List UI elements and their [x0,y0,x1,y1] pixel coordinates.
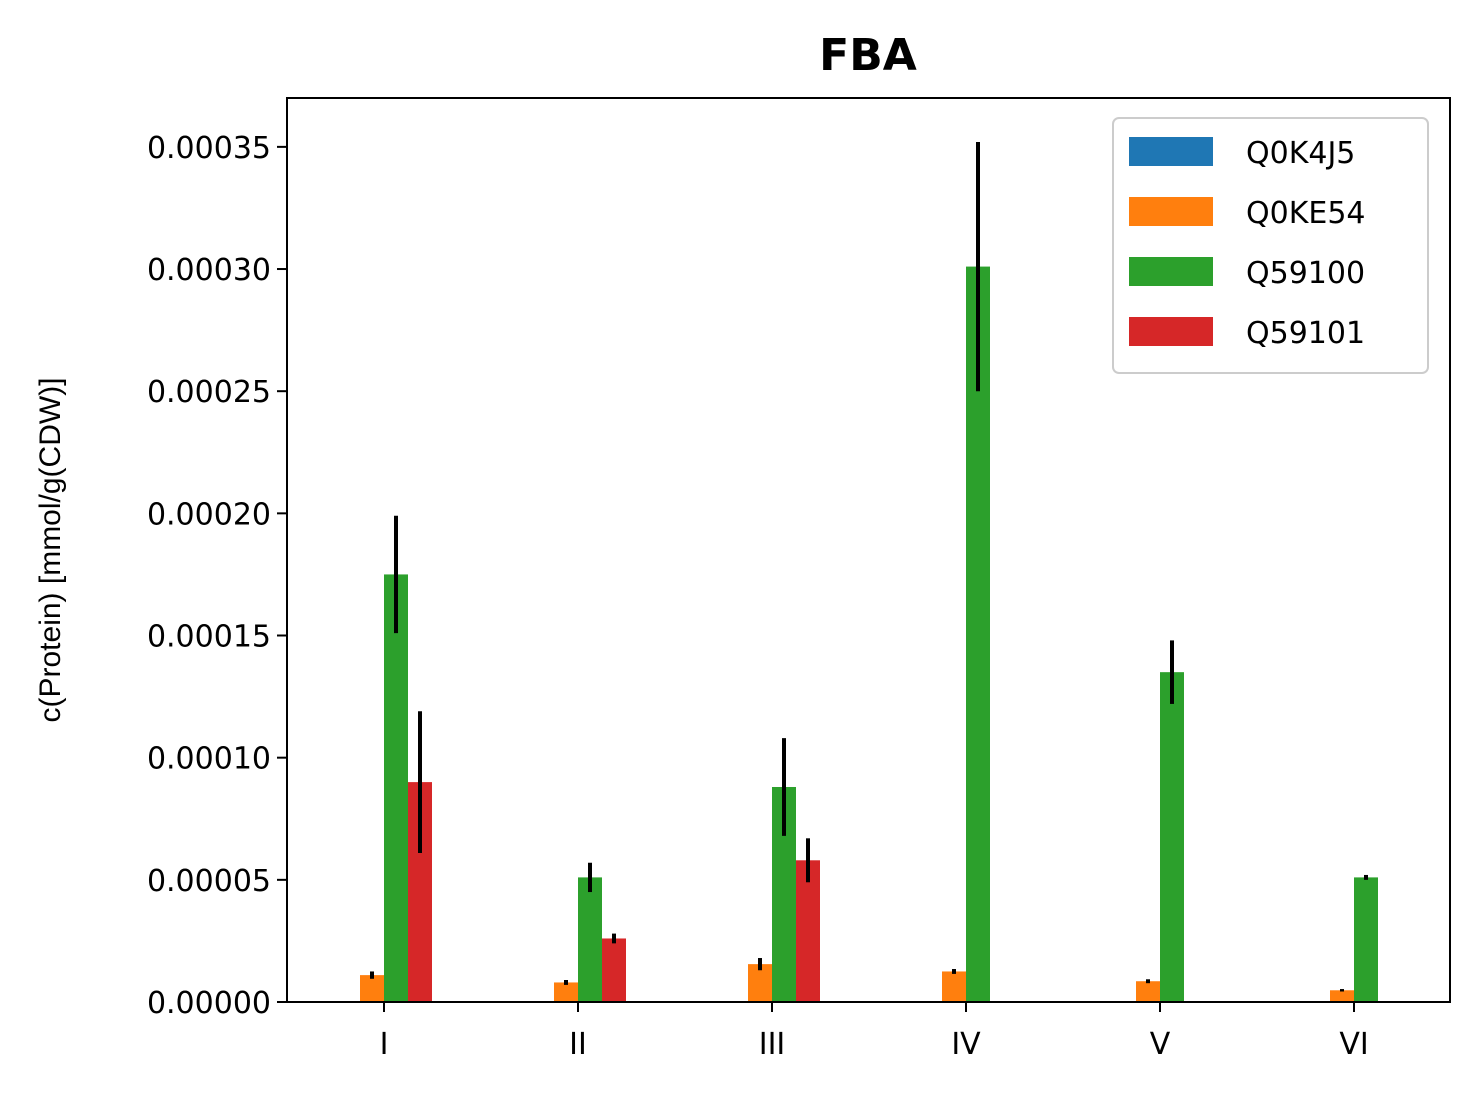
legend: Q0K4J5 Q0KE54 Q59100 Q59101 [1112,117,1429,374]
legend-box [1112,117,1429,374]
legend-swatch-q59101 [1129,317,1213,346]
bar-q0ke54-iv [942,971,966,1002]
bar-q59101-ii [602,938,626,1002]
error-bars-layer [370,141,1368,992]
x-tick-label-iv: IV [951,1027,981,1062]
x-tick-label-i: I [380,1027,389,1062]
y-tick-label: 0.00025 [147,375,271,410]
y-tick-label: 0.00010 [147,742,271,777]
y-axis: 0.00000 0.00005 0.00010 0.00015 0.00020 0.000… [147,131,287,1021]
legend-label-q0ke54: Q0KE54 [1246,196,1366,231]
legend-label-q59101: Q59101 [1246,316,1365,351]
legend-swatch-q0ke54 [1129,197,1213,226]
bars-layer [360,266,1378,1003]
y-tick-label: 0.00030 [147,253,271,288]
legend-label-q0k4j5: Q0K4J5 [1246,136,1355,171]
bar-q0ke54-ii [554,982,578,1002]
y-tick-label: 0.00035 [147,131,271,166]
legend-swatch-q0k4j5 [1129,137,1213,166]
bar-q0ke54-v [1136,981,1160,1002]
bar-q0ke54-i [360,975,384,1002]
x-tick-label-v: V [1150,1027,1171,1062]
y-tick-label: 0.00000 [147,986,271,1021]
x-axis: I II III IV V VI [380,1002,1369,1062]
bar-q59100-v [1160,672,1184,1002]
bar-q59100-i [384,574,408,1002]
bar-q59100-vi [1354,877,1378,1002]
x-tick-label-iii: III [759,1027,786,1062]
bar-q0ke54-vi [1330,990,1354,1002]
bar-q59100-ii [578,877,602,1002]
plot-frame [286,97,1451,1003]
y-tick-label: 0.00020 [147,497,271,532]
chart-title: FBA [819,30,917,81]
y-tick-label: 0.00005 [147,864,271,899]
bar-q0ke54-iii [748,964,772,1002]
x-tick-label-vi: VI [1339,1027,1368,1062]
y-tick-label: 0.00015 [147,620,271,655]
bar-q59101-iii [796,860,820,1002]
y-axis-label: c(Protein) [mmol/g(CDW)] [34,377,67,722]
legend-label-q59100: Q59100 [1246,256,1365,291]
x-tick-label-ii: II [569,1027,587,1062]
legend-swatch-q59100 [1129,257,1213,286]
